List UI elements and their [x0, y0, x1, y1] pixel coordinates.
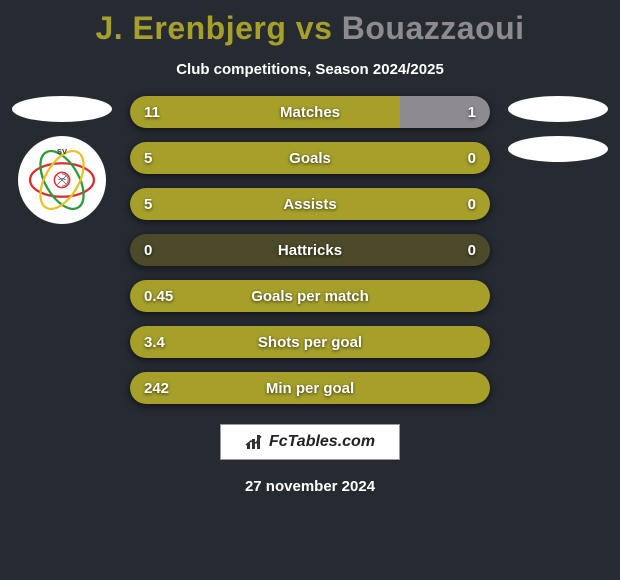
comparison-content: SV 111Matches 50Goals 50Assists 00Hattricks… — [0, 96, 620, 404]
stat-row: 242Min per goal — [130, 372, 490, 404]
brand-text: FcTables.com — [269, 433, 375, 451]
bars-container: 111Matches 50Goals 50Assists 00Hattricks 0.4… — [130, 96, 490, 404]
club-logo: SV — [18, 136, 106, 224]
left-badge-column: SV — [12, 96, 112, 224]
team-badge-ellipse — [12, 96, 112, 122]
bar-label: Hattricks — [130, 234, 490, 266]
stat-row: 0.45Goals per match — [130, 280, 490, 312]
subtitle: Club competitions, Season 2024/2025 — [0, 61, 620, 78]
page-title: J. Erenbjerg vs Bouazzaoui — [0, 0, 620, 47]
stat-row: 111Matches — [130, 96, 490, 128]
stat-row: 00Hattricks — [130, 234, 490, 266]
team-badge-ellipse — [508, 136, 608, 162]
brand-box: FcTables.com — [220, 424, 400, 460]
bar-label: Goals per match — [130, 280, 490, 312]
team-badge-ellipse — [508, 96, 608, 122]
vs-word: vs — [296, 10, 342, 46]
stat-row: 50Assists — [130, 188, 490, 220]
brand-chart-icon — [245, 433, 263, 451]
player2-name: Bouazzaoui — [342, 10, 525, 46]
bar-label: Min per goal — [130, 372, 490, 404]
right-badge-column — [508, 96, 608, 162]
svg-text:SV: SV — [57, 147, 68, 156]
bar-label: Assists — [130, 188, 490, 220]
bar-label: Matches — [130, 96, 490, 128]
stat-row: 3.4Shots per goal — [130, 326, 490, 358]
footer-date: 27 november 2024 — [0, 478, 620, 495]
player1-name: J. Erenbjerg — [95, 10, 286, 46]
bar-label: Shots per goal — [130, 326, 490, 358]
stat-row: 50Goals — [130, 142, 490, 174]
bar-label: Goals — [130, 142, 490, 174]
